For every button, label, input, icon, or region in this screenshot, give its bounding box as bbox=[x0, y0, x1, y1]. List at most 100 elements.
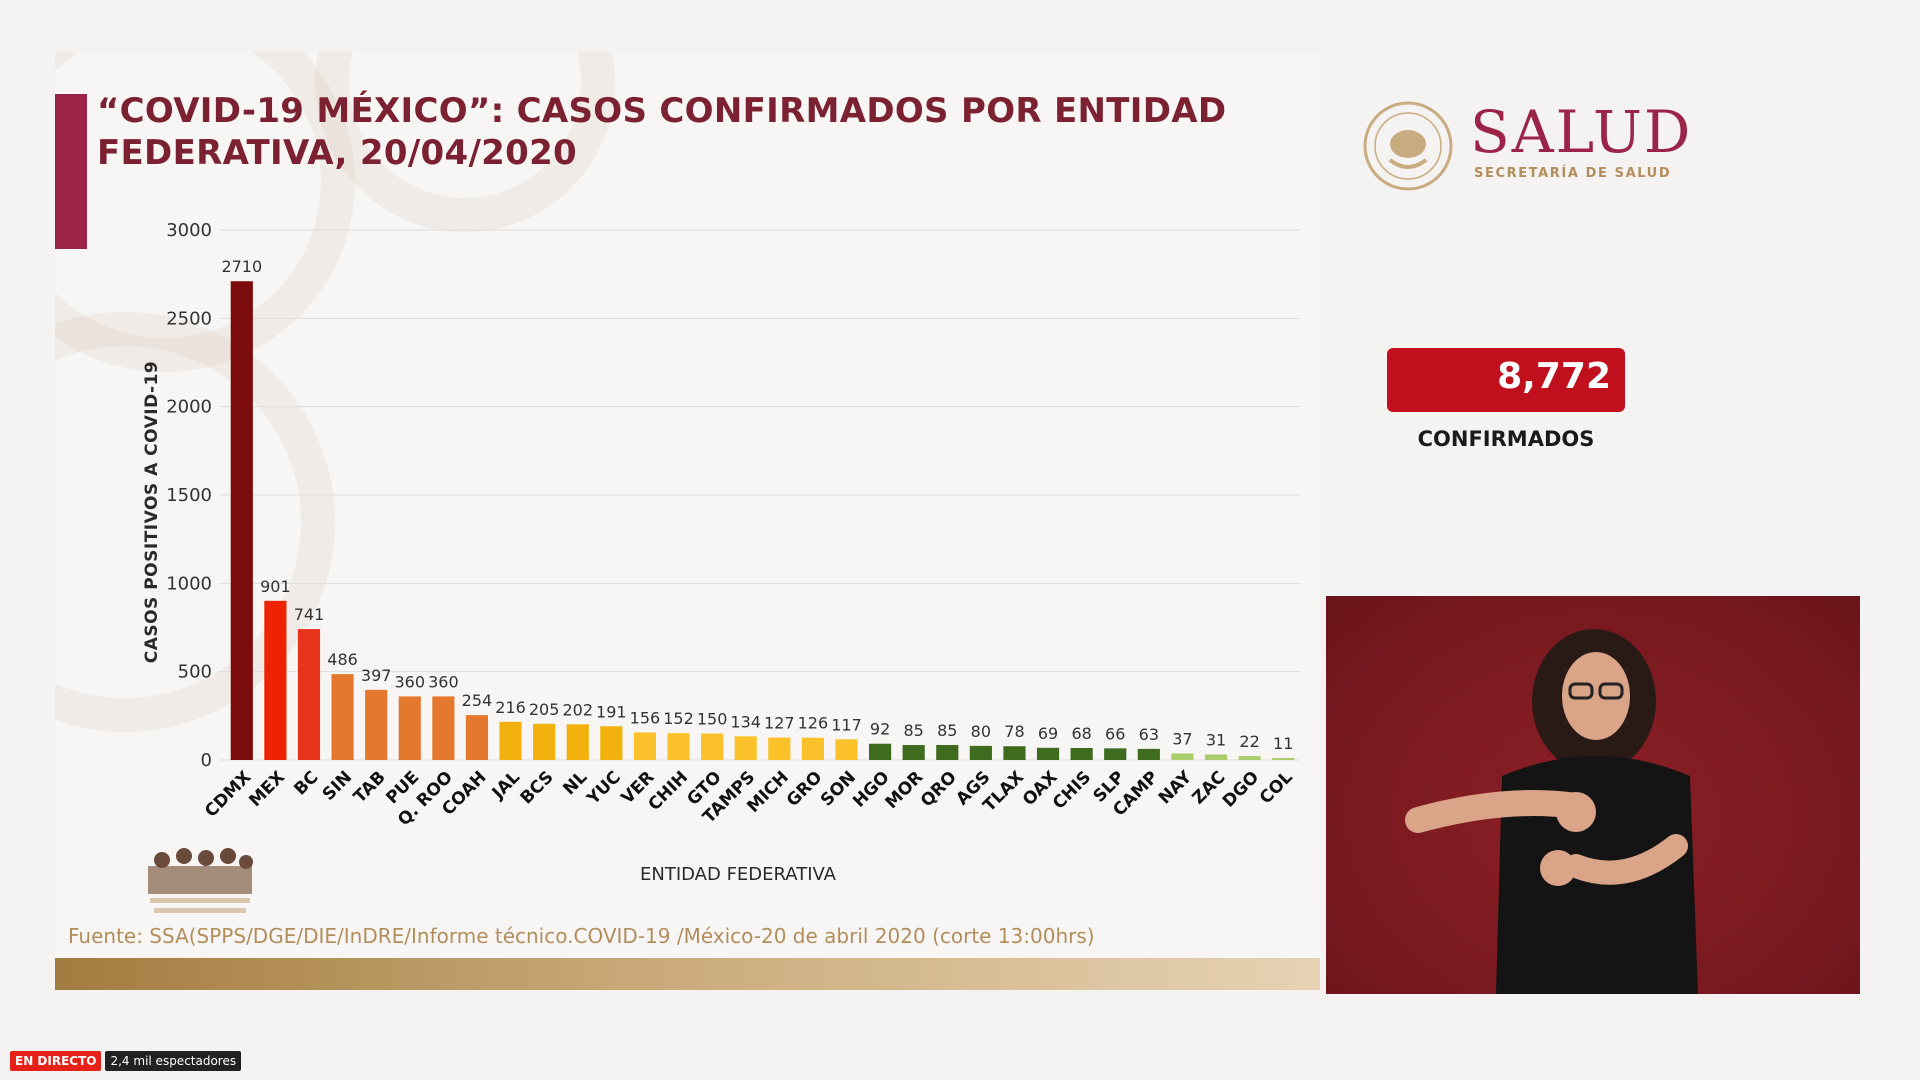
bar-value-label: 85 bbox=[903, 721, 923, 740]
total-confirmed-box: 8,772 bbox=[1387, 348, 1625, 412]
x-tick-label: QRO bbox=[917, 767, 961, 811]
bar-value-label: 31 bbox=[1206, 731, 1226, 750]
interpreter-figure bbox=[1405, 629, 1698, 994]
x-tick-label: JAL bbox=[488, 767, 524, 803]
x-tick-label: MEX bbox=[245, 767, 289, 811]
slide-title: “COVID-19 MÉXICO”: CASOS CONFIRMADOS POR… bbox=[97, 90, 1257, 174]
government-emblem-icon bbox=[148, 848, 253, 913]
bar-value-label: 63 bbox=[1139, 725, 1159, 744]
y-tick-label: 500 bbox=[178, 662, 212, 683]
x-tick-label: COL bbox=[1256, 767, 1297, 808]
slide-title-line2: FEDERATIVA, 20/04/2020 bbox=[97, 133, 577, 173]
bar bbox=[1036, 747, 1060, 760]
x-tick-label: SIN bbox=[319, 767, 356, 804]
y-axis-ticks: 0 500 1000 1500 2000 2500 3000 bbox=[166, 220, 212, 771]
bar bbox=[600, 726, 623, 760]
bar-value-label: 85 bbox=[937, 721, 957, 740]
bar bbox=[734, 736, 757, 760]
bar bbox=[969, 745, 992, 760]
bar-value-label: 397 bbox=[361, 666, 392, 685]
bar-value-label: 205 bbox=[529, 700, 560, 719]
x-tick-label: CHIS bbox=[1049, 767, 1095, 813]
y-tick-label: 2500 bbox=[166, 308, 212, 329]
bar-value-label: 152 bbox=[663, 709, 694, 728]
chart-gridlines bbox=[219, 229, 1300, 761]
footer-gold-strip bbox=[55, 958, 1320, 990]
slide-background bbox=[55, 52, 1320, 990]
bar-value-label: 37 bbox=[1172, 729, 1192, 748]
bar bbox=[365, 689, 388, 760]
x-tick-label: BC bbox=[290, 767, 322, 799]
bar bbox=[331, 674, 354, 760]
bar-value-label: 156 bbox=[630, 708, 661, 727]
y-tick-label: 3000 bbox=[166, 220, 212, 241]
x-axis-label: ENTIDAD FEDERATIVA bbox=[640, 864, 837, 885]
viewer-count: 2,4 mil espectadores bbox=[105, 1051, 242, 1071]
bar bbox=[936, 744, 959, 760]
bar bbox=[701, 733, 724, 760]
bar-value-label: 126 bbox=[798, 714, 829, 733]
bar-value-label: 69 bbox=[1038, 724, 1058, 743]
y-tick-label: 1500 bbox=[166, 485, 212, 506]
bar bbox=[1104, 748, 1127, 760]
bar-value-label: 78 bbox=[1004, 722, 1024, 741]
bar bbox=[1238, 756, 1261, 760]
bar-value-label: 22 bbox=[1239, 732, 1259, 751]
bar bbox=[1171, 753, 1194, 760]
y-tick-label: 0 bbox=[201, 750, 212, 771]
bar bbox=[835, 739, 858, 760]
bar-value-label: 360 bbox=[428, 672, 459, 691]
bar bbox=[1272, 758, 1295, 760]
y-tick-label: 2000 bbox=[166, 397, 212, 418]
y-axis-label: CASOS POSITIVOS A COVID-19 bbox=[142, 361, 162, 664]
bar bbox=[1003, 746, 1026, 760]
bar bbox=[533, 723, 556, 760]
total-confirmed-value: 8,772 bbox=[1497, 356, 1611, 397]
x-tick-label: TAB bbox=[350, 767, 390, 807]
bar bbox=[1204, 754, 1228, 760]
bar bbox=[566, 724, 589, 760]
bar bbox=[801, 737, 824, 760]
bar-value-label: 92 bbox=[870, 720, 890, 739]
salud-wordmark: SALUD bbox=[1470, 98, 1693, 166]
bar-value-label: 191 bbox=[596, 702, 627, 721]
bar-value-label: 134 bbox=[730, 712, 761, 731]
live-indicator: EN DIRECTO 2,4 mil espectadores bbox=[10, 1051, 242, 1071]
bar-value-label: 901 bbox=[260, 577, 291, 596]
bar bbox=[667, 733, 690, 760]
bar-value-label: 150 bbox=[697, 710, 728, 729]
coat-of-arms-seal-icon bbox=[1363, 101, 1453, 191]
bar-value-label: 741 bbox=[294, 605, 325, 624]
title-accent-bar bbox=[55, 94, 87, 249]
total-confirmed-label: CONFIRMADOS bbox=[1417, 427, 1595, 451]
x-tick-label: DGO bbox=[1219, 767, 1263, 811]
bar-value-label: 360 bbox=[394, 672, 425, 691]
bar-value-label: 127 bbox=[764, 714, 795, 733]
bar bbox=[633, 732, 657, 760]
bar bbox=[768, 737, 791, 760]
bar-value-label: 68 bbox=[1071, 724, 1091, 743]
x-tick-label: SON bbox=[817, 767, 860, 810]
bar bbox=[499, 721, 522, 760]
y-tick-label: 1000 bbox=[166, 573, 212, 594]
bar bbox=[465, 715, 489, 760]
bar-value-label: 202 bbox=[562, 700, 593, 719]
bar bbox=[902, 744, 925, 760]
bar-value-label: 254 bbox=[462, 691, 493, 710]
secretaria-subtitle: SECRETARÍA DE SALUD bbox=[1474, 166, 1672, 181]
chart-bars bbox=[230, 281, 1295, 760]
x-tick-label: BCS bbox=[517, 767, 558, 808]
bar bbox=[868, 743, 892, 760]
bar-value-label: 216 bbox=[495, 698, 526, 717]
bar bbox=[297, 629, 321, 760]
bar-value-label: 11 bbox=[1273, 734, 1293, 753]
bar-value-label: 2710 bbox=[221, 257, 262, 276]
sign-language-interpreter-video bbox=[1326, 596, 1860, 994]
x-tick-label: GRO bbox=[783, 767, 826, 810]
x-tick-label: YUC bbox=[583, 767, 625, 809]
secretaria-salud-logo: SALUD SECRETARÍA DE SALUD bbox=[1362, 98, 1702, 198]
